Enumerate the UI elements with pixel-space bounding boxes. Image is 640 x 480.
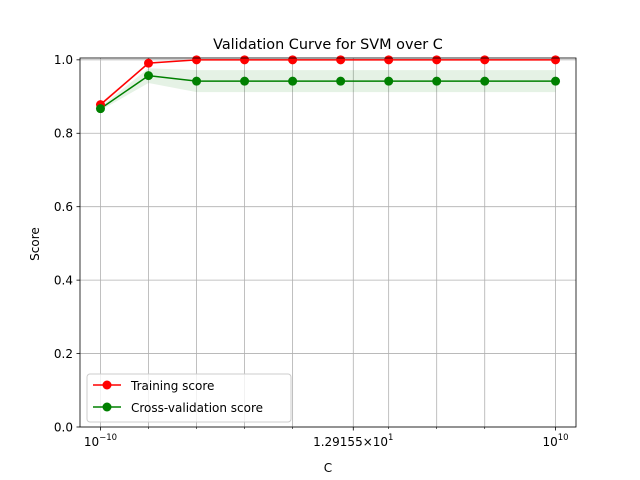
y-tick-label: 0.2	[54, 347, 73, 361]
y-tick-label: 0.0	[54, 420, 73, 434]
point-series-1	[480, 76, 490, 86]
x-tick-label: 10−10	[84, 433, 117, 449]
point-series-1	[432, 76, 442, 86]
series-markers	[95, 55, 561, 114]
legend-cv-marker	[102, 402, 112, 412]
chart-title: Validation Curve for SVM over C	[213, 37, 443, 53]
line-series-0	[99, 59, 556, 106]
y-tick-labels: 0.0 0.2 0.4 0.6 0.8 1.0	[54, 53, 73, 434]
x-axis-label: C	[324, 461, 332, 475]
point-series-1	[192, 76, 202, 86]
point-series-1	[288, 76, 298, 86]
point-series-1	[95, 104, 105, 114]
legend-training-label: Training score	[130, 379, 214, 393]
y-tick-label: 0.6	[54, 200, 73, 214]
point-series-1	[240, 76, 250, 86]
point-series-0	[432, 55, 442, 65]
series-lines	[99, 59, 556, 110]
legend-cv-label: Cross-validation score	[131, 401, 263, 415]
point-series-0	[336, 55, 346, 65]
legend: Training score Cross-validation score	[86, 373, 292, 423]
point-series-0	[551, 55, 561, 65]
plot-frame	[79, 57, 577, 428]
y-tick-label: 0.4	[54, 273, 73, 287]
point-series-0	[240, 55, 250, 65]
legend-entry-training: Training score	[93, 379, 214, 393]
y-tick-label: 1.0	[54, 53, 73, 67]
point-series-1	[336, 76, 346, 86]
plot-area	[80, 58, 576, 427]
legend-training-marker	[102, 380, 112, 390]
point-series-1	[384, 76, 394, 86]
point-series-1	[144, 71, 154, 81]
point-series-0	[384, 55, 394, 65]
band-series-1	[100, 68, 556, 111]
grid-lines	[80, 58, 576, 428]
legend-entry-cross-validation: Cross-validation score	[93, 401, 263, 415]
x-tick-labels: 10−10 1.29155×101 1010	[84, 433, 569, 449]
point-series-0	[192, 55, 202, 65]
point-series-0	[144, 58, 154, 68]
point-series-0	[480, 55, 490, 65]
point-series-1	[551, 76, 561, 86]
axis-ticks	[76, 59, 556, 431]
y-axis-label: Score	[28, 227, 42, 261]
line-series-1	[100, 74, 556, 110]
y-tick-label: 0.8	[54, 127, 73, 141]
x-tick-label: 1010	[542, 433, 568, 449]
point-series-0	[288, 55, 298, 65]
x-tick-label: 1.29155×101	[313, 433, 393, 449]
legend-box	[86, 373, 292, 423]
